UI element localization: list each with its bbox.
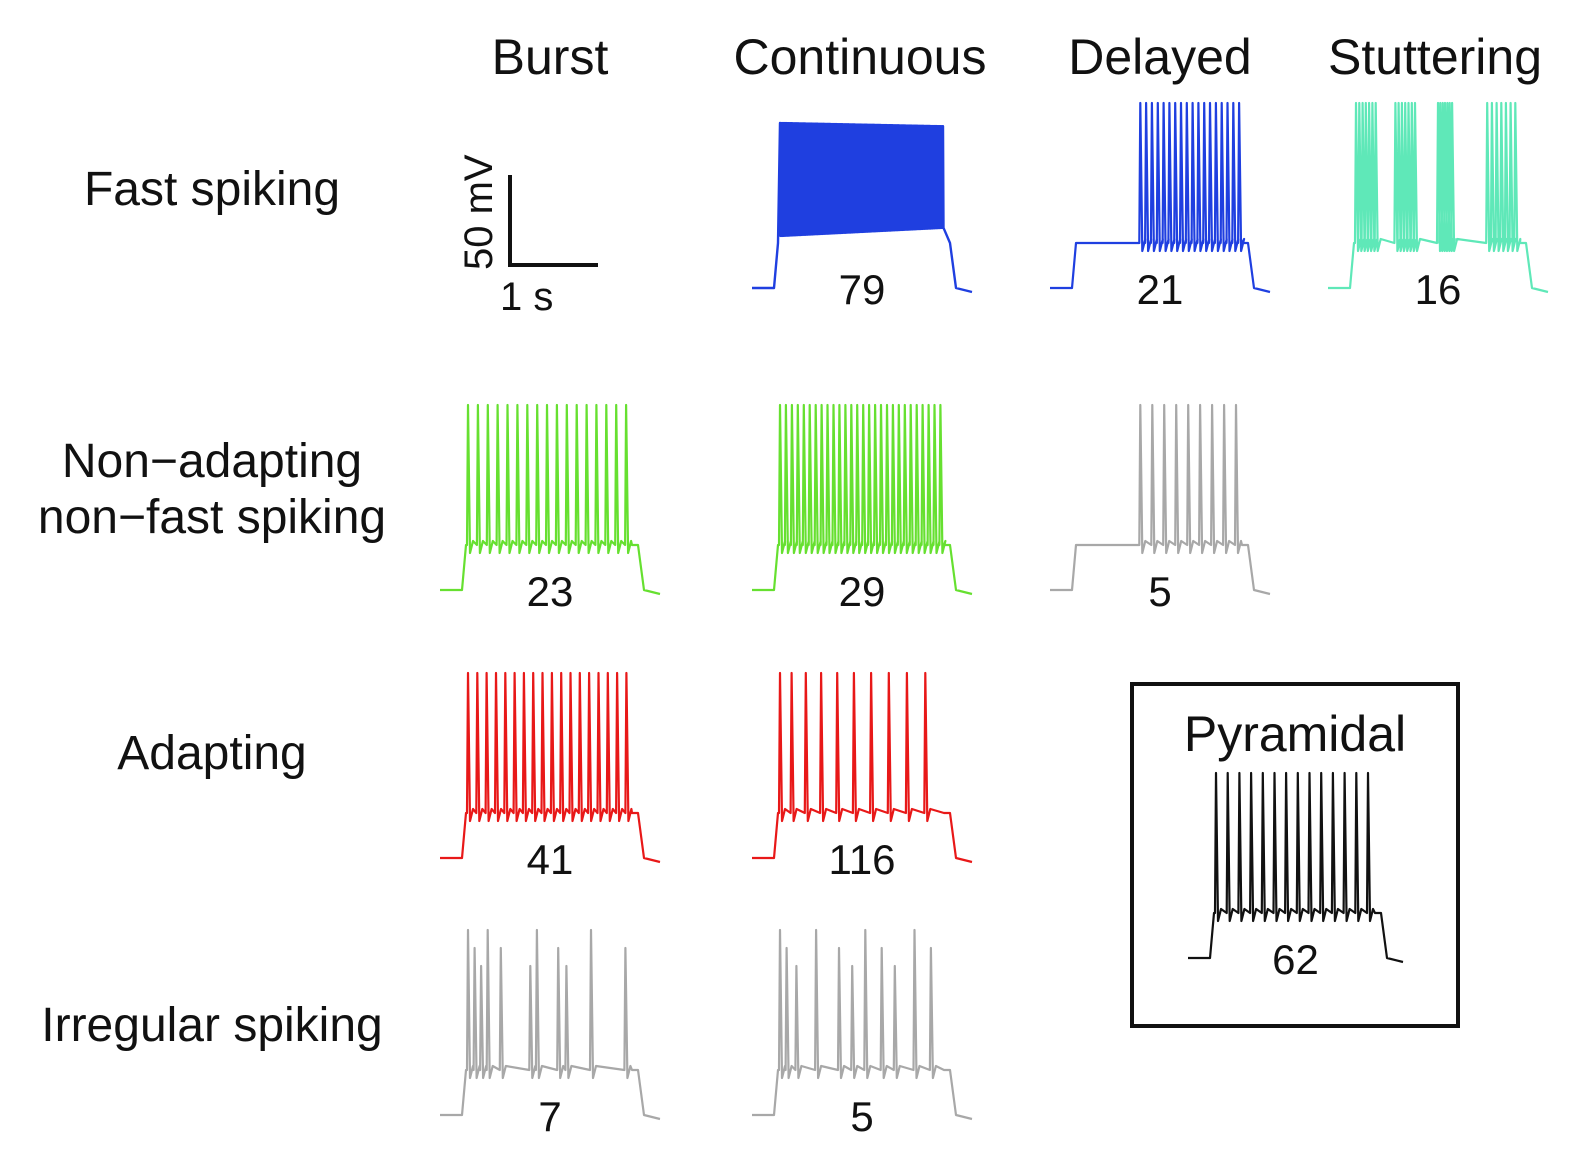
- pyramidal-trace: [1188, 771, 1404, 964]
- column-header-stuttering: Stuttering: [1327, 29, 1542, 85]
- fast-spiking-stuttering-count: 16: [1414, 266, 1462, 313]
- irregular-burst-trace: [440, 928, 661, 1121]
- trace-layer: [440, 101, 1549, 1121]
- scale-bar-voltage-label: 50 mV: [457, 154, 501, 270]
- row-label-line: Fast spiking: [83, 163, 341, 216]
- row-label-line: Non−adapting: [61, 435, 363, 488]
- scale-bar-time-label: 1 s: [500, 275, 553, 319]
- fast-spiking-delayed-trace: [1050, 101, 1271, 294]
- fast-spiking-continuous-count: 79: [838, 266, 886, 313]
- adapting-continuous-trace: [752, 671, 973, 864]
- pyramidal-count: 62: [1272, 936, 1319, 983]
- non-adapting-burst-count: 23: [526, 568, 574, 615]
- row-label-fast-spiking: Fast spiking: [2, 162, 422, 218]
- row-label-non-adapting: Non−adapting non−fast spiking: [2, 434, 422, 546]
- fast-spiking-stuttering-trace: [1328, 101, 1549, 294]
- adapting-burst-count: 41: [526, 836, 574, 883]
- non-adapting-delayed-count: 5: [1148, 568, 1172, 615]
- row-label-adapting: Adapting: [2, 726, 422, 782]
- column-header-continuous: Continuous: [733, 29, 987, 85]
- scale-bar: 50 mV 1 s: [457, 154, 598, 319]
- pyramidal-title: Pyramidal: [1183, 706, 1407, 762]
- irregular-continuous-trace: [752, 928, 973, 1121]
- non-adapting-delayed-trace: [1050, 403, 1271, 596]
- fast-spiking-continuous-trace: [752, 121, 973, 294]
- row-label-line: Adapting: [117, 727, 307, 780]
- non-adapting-continuous-count: 29: [838, 568, 886, 615]
- column-header-delayed: Delayed: [1068, 29, 1252, 85]
- non-adapting-burst-trace: [440, 403, 661, 596]
- row-label-line: Irregular spiking: [41, 999, 383, 1052]
- irregular-burst-count: 7: [538, 1093, 562, 1140]
- row-label-irregular-spiking: Irregular spiking: [2, 998, 422, 1054]
- pyramidal-box: [1130, 682, 1460, 1028]
- column-header-burst: Burst: [491, 29, 609, 85]
- adapting-continuous-count: 116: [828, 836, 896, 883]
- row-label-line: non−fast spiking: [37, 491, 387, 544]
- non-adapting-continuous-trace: [752, 403, 973, 596]
- irregular-continuous-count: 5: [850, 1093, 874, 1140]
- adapting-burst-trace: [440, 671, 661, 864]
- fast-spiking-delayed-count: 21: [1136, 266, 1184, 313]
